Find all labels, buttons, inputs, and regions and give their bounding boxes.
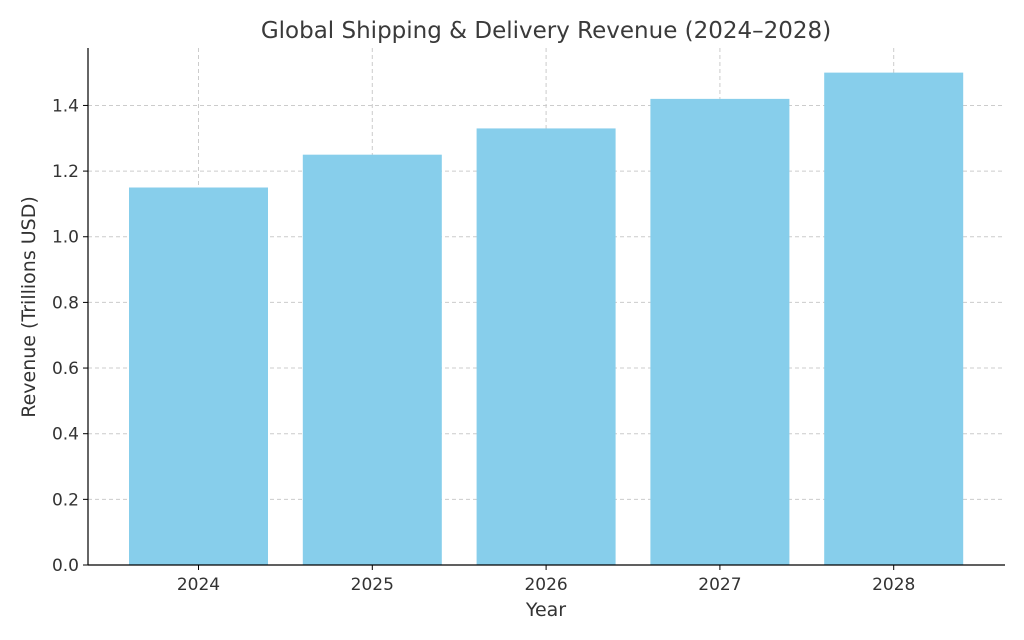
tick-layer: 0.0 0.2 0.4 0.6 0.8 1.0 1.2 1.4 2024 2025 2026 2027… [52,96,915,595]
bar-layer [129,72,964,565]
bar-2026 [476,128,616,565]
bar-2025 [302,154,442,565]
y-tick-label: 1.0 [52,228,79,248]
y-tick-label: 0.8 [52,293,79,313]
y-tick-label: 0.6 [52,359,79,379]
x-axis-label: Year [525,599,566,621]
x-tick-label: 2024 [177,575,220,595]
x-tick-label: 2028 [872,575,915,595]
y-tick-label: 0.0 [52,556,79,576]
bar-2028 [824,72,964,565]
x-tick-label: 2027 [698,575,741,595]
y-tick-label: 0.4 [52,425,79,445]
x-tick-label: 2025 [351,575,394,595]
y-tick-label: 0.2 [52,490,79,510]
chart-title: Global Shipping & Delivery Revenue (2024… [261,18,831,44]
bar-2027 [650,98,790,565]
x-tick-label: 2026 [524,575,567,595]
y-tick-label: 1.2 [52,162,79,182]
y-tick-label: 1.4 [52,96,79,116]
bar-2024 [129,187,268,565]
y-axis-label: Revenue (Trillions USD) [18,196,40,418]
